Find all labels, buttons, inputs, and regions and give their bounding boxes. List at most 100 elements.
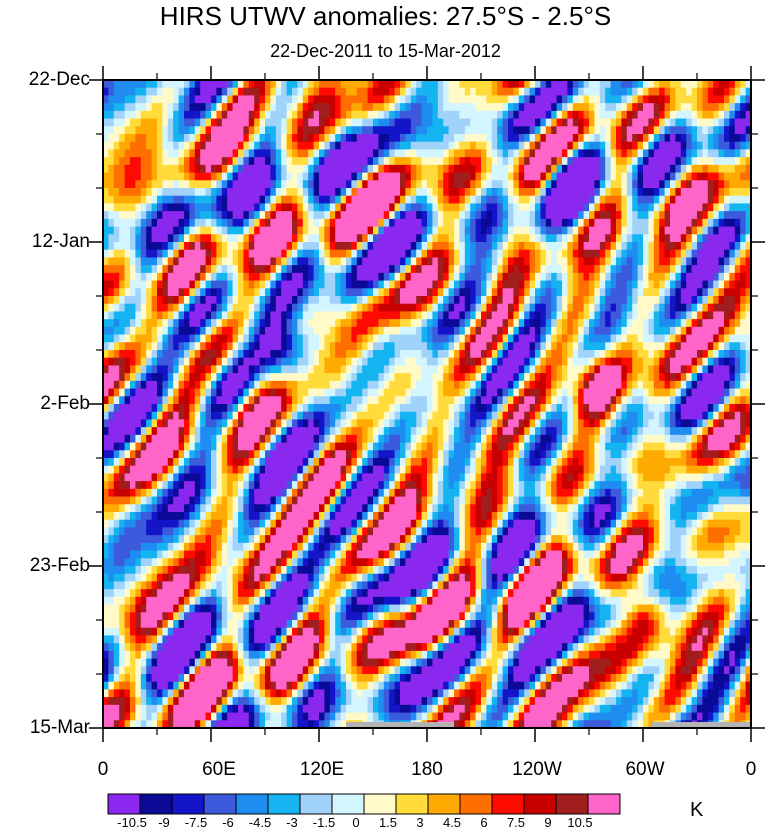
field-cell	[513, 257, 520, 266]
field-cell	[427, 265, 433, 274]
field-cell	[335, 188, 341, 197]
field-cell	[567, 195, 574, 204]
field-cell	[151, 303, 158, 312]
field-cell	[508, 242, 514, 251]
field-cell	[421, 110, 428, 119]
field-cell	[184, 280, 190, 289]
field-cell	[626, 342, 633, 351]
field-cell	[616, 288, 622, 297]
field-cell	[340, 203, 347, 212]
field-cell	[259, 365, 266, 374]
field-cell	[265, 265, 271, 274]
field-cell	[605, 334, 611, 343]
field-cell	[400, 226, 406, 235]
field-cell	[437, 157, 444, 166]
field-cell	[740, 350, 746, 359]
field-cell	[416, 296, 422, 305]
field-cell	[545, 280, 552, 289]
field-cell	[254, 164, 260, 173]
field-cell	[610, 334, 617, 343]
field-cell	[610, 211, 617, 220]
field-cell	[729, 334, 736, 343]
field-cell	[216, 95, 223, 104]
field-cell	[400, 365, 406, 374]
field-cell	[437, 280, 444, 289]
field-cell	[729, 141, 736, 150]
field-cell	[124, 396, 131, 405]
field-cell	[718, 303, 725, 312]
field-cell	[135, 342, 142, 351]
field-cell	[313, 126, 320, 135]
field-cell	[324, 203, 331, 212]
field-cell	[275, 319, 282, 328]
field-cell	[173, 265, 179, 274]
field-cell	[605, 226, 611, 235]
field-cell	[740, 172, 746, 181]
field-cell	[589, 326, 595, 335]
field-cell	[513, 288, 520, 297]
field-cell	[216, 218, 223, 227]
field-cell	[211, 134, 217, 143]
field-cell	[329, 365, 336, 374]
field-cell	[421, 203, 428, 212]
field-cell	[173, 157, 179, 166]
field-cell	[497, 80, 503, 89]
field-cell	[486, 311, 493, 320]
field-cell	[124, 164, 131, 173]
field-cell	[454, 141, 460, 150]
field-cell	[389, 373, 395, 382]
field-cell	[302, 388, 309, 397]
field-cell	[103, 272, 109, 281]
field-cell	[410, 87, 417, 96]
field-cell	[448, 319, 455, 328]
field-cell	[664, 95, 671, 104]
field-cell	[702, 95, 709, 104]
field-cell	[200, 350, 206, 359]
field-cell	[540, 110, 547, 119]
field-cell	[297, 365, 304, 374]
field-cell	[740, 203, 746, 212]
field-cell	[610, 280, 617, 289]
field-cell	[637, 188, 644, 197]
field-cell	[410, 265, 417, 274]
field-cell	[221, 342, 228, 351]
field-cell	[216, 164, 223, 173]
field-cell	[421, 87, 428, 96]
field-cell	[373, 242, 379, 251]
field-cell	[448, 311, 455, 320]
field-cell	[626, 211, 633, 220]
field-cell	[535, 126, 541, 135]
field-cell	[691, 280, 698, 289]
field-cell	[518, 103, 525, 112]
field-cell	[680, 326, 687, 335]
field-cell	[448, 303, 455, 312]
field-cell	[508, 311, 514, 320]
field-cell	[173, 126, 179, 135]
field-cell	[373, 380, 379, 389]
field-cell	[454, 226, 460, 235]
field-cell	[265, 203, 271, 212]
field-cell	[437, 234, 444, 243]
field-cell	[680, 319, 687, 328]
field-cell	[292, 134, 298, 143]
field-cell	[459, 249, 466, 258]
field-cell	[151, 380, 158, 389]
field-cell	[173, 95, 179, 104]
field-cell	[594, 373, 601, 382]
field-cell	[637, 373, 644, 382]
field-cell	[362, 188, 368, 197]
field-cell	[745, 226, 752, 235]
field-cell	[265, 195, 271, 204]
field-cell	[238, 157, 244, 166]
field-cell	[745, 211, 752, 220]
field-cell	[702, 110, 709, 119]
field-cell	[740, 195, 746, 204]
field-cell	[594, 218, 601, 227]
field-cell	[491, 342, 498, 351]
field-cell	[340, 265, 347, 274]
field-cell	[146, 311, 152, 320]
field-cell	[243, 380, 250, 389]
field-cell	[178, 272, 185, 281]
field-cell	[545, 180, 552, 189]
field-cell	[302, 110, 309, 119]
